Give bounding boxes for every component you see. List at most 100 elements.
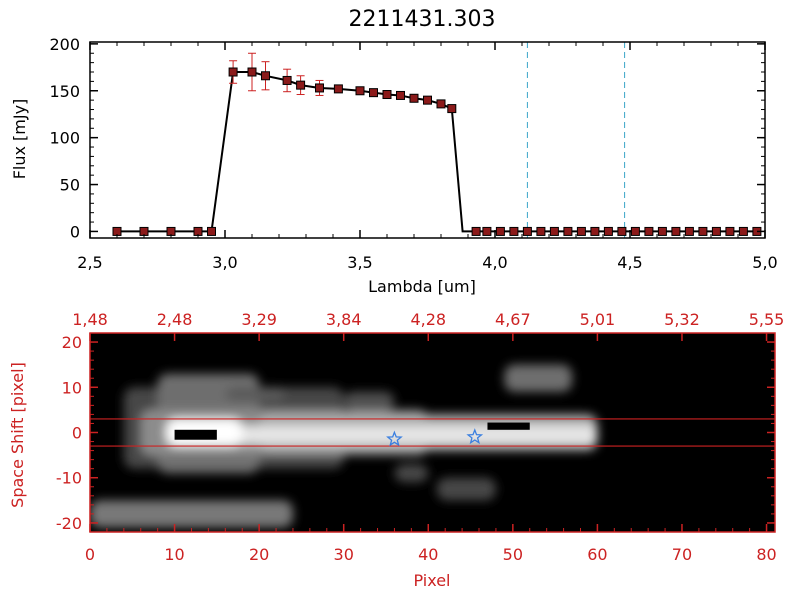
bottom-top-tick-label-5: 4,67 (495, 310, 531, 329)
image-blob-2 (90, 500, 293, 528)
bottom-top-tick-label-1: 2,48 (157, 310, 193, 329)
image-blob-8 (343, 391, 395, 410)
data-point-35 (657, 226, 667, 236)
data-point-36 (671, 226, 681, 236)
data-point-16 (409, 93, 419, 103)
data-point-26 (536, 226, 546, 236)
image-blob-7 (225, 387, 285, 401)
data-point-41 (738, 226, 748, 236)
flux-series-line (117, 71, 757, 233)
bottom-y-tick-labels: -20 -10 0 10 20 (56, 333, 82, 533)
data-point-24 (509, 226, 519, 236)
bottom-x-tick-label-1: 10 (164, 545, 184, 564)
bottom-y-tick-label-4: 20 (62, 333, 82, 352)
data-point-13 (369, 88, 378, 98)
bottom-y-tick-label-0: -20 (56, 514, 82, 533)
data-point-23 (495, 226, 505, 236)
bottom-top-tick-label-6: 5,01 (580, 310, 616, 329)
data-point-28 (563, 226, 573, 236)
top-x-tick-labels: 2,5 3,0 3,5 4,0 4,5 5,0 (77, 253, 777, 272)
image-blob-9 (504, 364, 573, 392)
data-point-8 (282, 75, 292, 85)
bottom-image (90, 333, 775, 532)
data-point-11 (333, 84, 343, 94)
data-point-37 (684, 226, 694, 236)
bottom-x-tick-label-6: 60 (587, 545, 607, 564)
data-point-7 (261, 71, 270, 81)
data-point-27 (549, 226, 559, 236)
bottom-y-axis-label: Space Shift [pixel] (8, 362, 27, 508)
bottom-stars (386, 428, 484, 447)
top-x-tick-label-5: 5,0 (752, 253, 777, 272)
bottom-x-tick-labels: 0 10 20 30 40 50 60 70 80 (85, 545, 777, 564)
data-point-30 (590, 226, 600, 236)
data-point-15 (396, 90, 405, 100)
image-blob-11 (436, 477, 496, 501)
data-point-12 (355, 86, 365, 96)
image-blob-10 (394, 464, 429, 483)
top-error-bars (229, 52, 324, 96)
data-point-22 (482, 226, 492, 236)
bottom-x-tick-label-0: 0 (85, 545, 95, 564)
bottom-x-tick-label-3: 30 (334, 545, 354, 564)
top-x-tick-label-0: 2,5 (77, 253, 102, 272)
data-point-5 (228, 67, 238, 77)
top-x-tick-label-4: 4,5 (617, 253, 642, 272)
data-point-19 (447, 104, 457, 114)
top-y-axis-label: Flux [mJy] (10, 99, 29, 180)
data-point-9 (296, 80, 306, 90)
bottom-horizontal-lines (90, 418, 775, 447)
top-y-tick-labels: 0 50 100 150 200 (49, 35, 80, 242)
top-y-tick-label-1: 50 (60, 176, 80, 195)
top-y-tick-label-3: 150 (49, 82, 80, 101)
data-point-34 (644, 226, 654, 236)
top-x-tick-label-3: 4,0 (482, 253, 507, 272)
bottom-x-tick-label-5: 50 (503, 545, 523, 564)
data-point-17 (423, 95, 432, 105)
data-point-32 (617, 226, 627, 236)
data-point-14 (382, 90, 392, 100)
data-point-25 (522, 226, 532, 236)
bottom-top-tick-label-7: 5,32 (664, 310, 700, 329)
bottom-x-tick-label-4: 40 (418, 545, 438, 564)
image-blob-5 (174, 425, 598, 444)
dark-spot-0 (174, 429, 217, 440)
bottom-y-tick-label-1: -10 (56, 469, 82, 488)
bottom-top-tick-label-0: 1,48 (72, 310, 108, 329)
bottom-top-tick-label-4: 4,28 (410, 310, 446, 329)
bottom-x-tick-label-7: 70 (672, 545, 692, 564)
top-y-tick-label-0: 0 (70, 222, 80, 241)
top-axes-frame (89, 41, 766, 239)
top-markers (112, 67, 762, 236)
data-point-29 (576, 226, 586, 236)
top-x-axis-label: Lambda [um] (368, 277, 476, 296)
star-marker-1 (466, 428, 484, 445)
top-axes (89, 41, 766, 239)
bottom-y-tick-label-3: 10 (62, 378, 82, 397)
data-point-31 (603, 226, 613, 236)
bottom-x-tick-label-2: 20 (249, 545, 269, 564)
bottom-y-tick-label-2: 0 (72, 424, 82, 443)
data-point-4 (207, 226, 216, 236)
dark-spot-1 (487, 422, 530, 430)
bottom-top-tick-labels: 1,48 2,48 3,29 3,84 4,28 4,67 5,01 5,32 5,55 (72, 310, 784, 329)
data-point-39 (711, 226, 721, 236)
data-point-33 (630, 226, 640, 236)
top-y-tick-label-4: 200 (49, 35, 80, 54)
data-point-6 (247, 67, 257, 77)
top-y-tick-label-2: 100 (49, 129, 80, 148)
data-point-40 (725, 226, 735, 236)
chart-title: 2211431.303 (349, 7, 496, 32)
bottom-top-tick-label-3: 3,84 (326, 310, 362, 329)
top-vertical-lines (468, 42, 765, 238)
data-point-18 (436, 99, 446, 109)
data-point-38 (698, 226, 708, 236)
top-x-tick-label-1: 3,0 (212, 253, 237, 272)
data-point-21 (471, 226, 481, 236)
bottom-axes (89, 332, 776, 533)
top-flux-line (117, 71, 757, 233)
bottom-top-tick-label-2: 3,29 (241, 310, 277, 329)
bottom-x-axis-label: Pixel (413, 571, 450, 590)
